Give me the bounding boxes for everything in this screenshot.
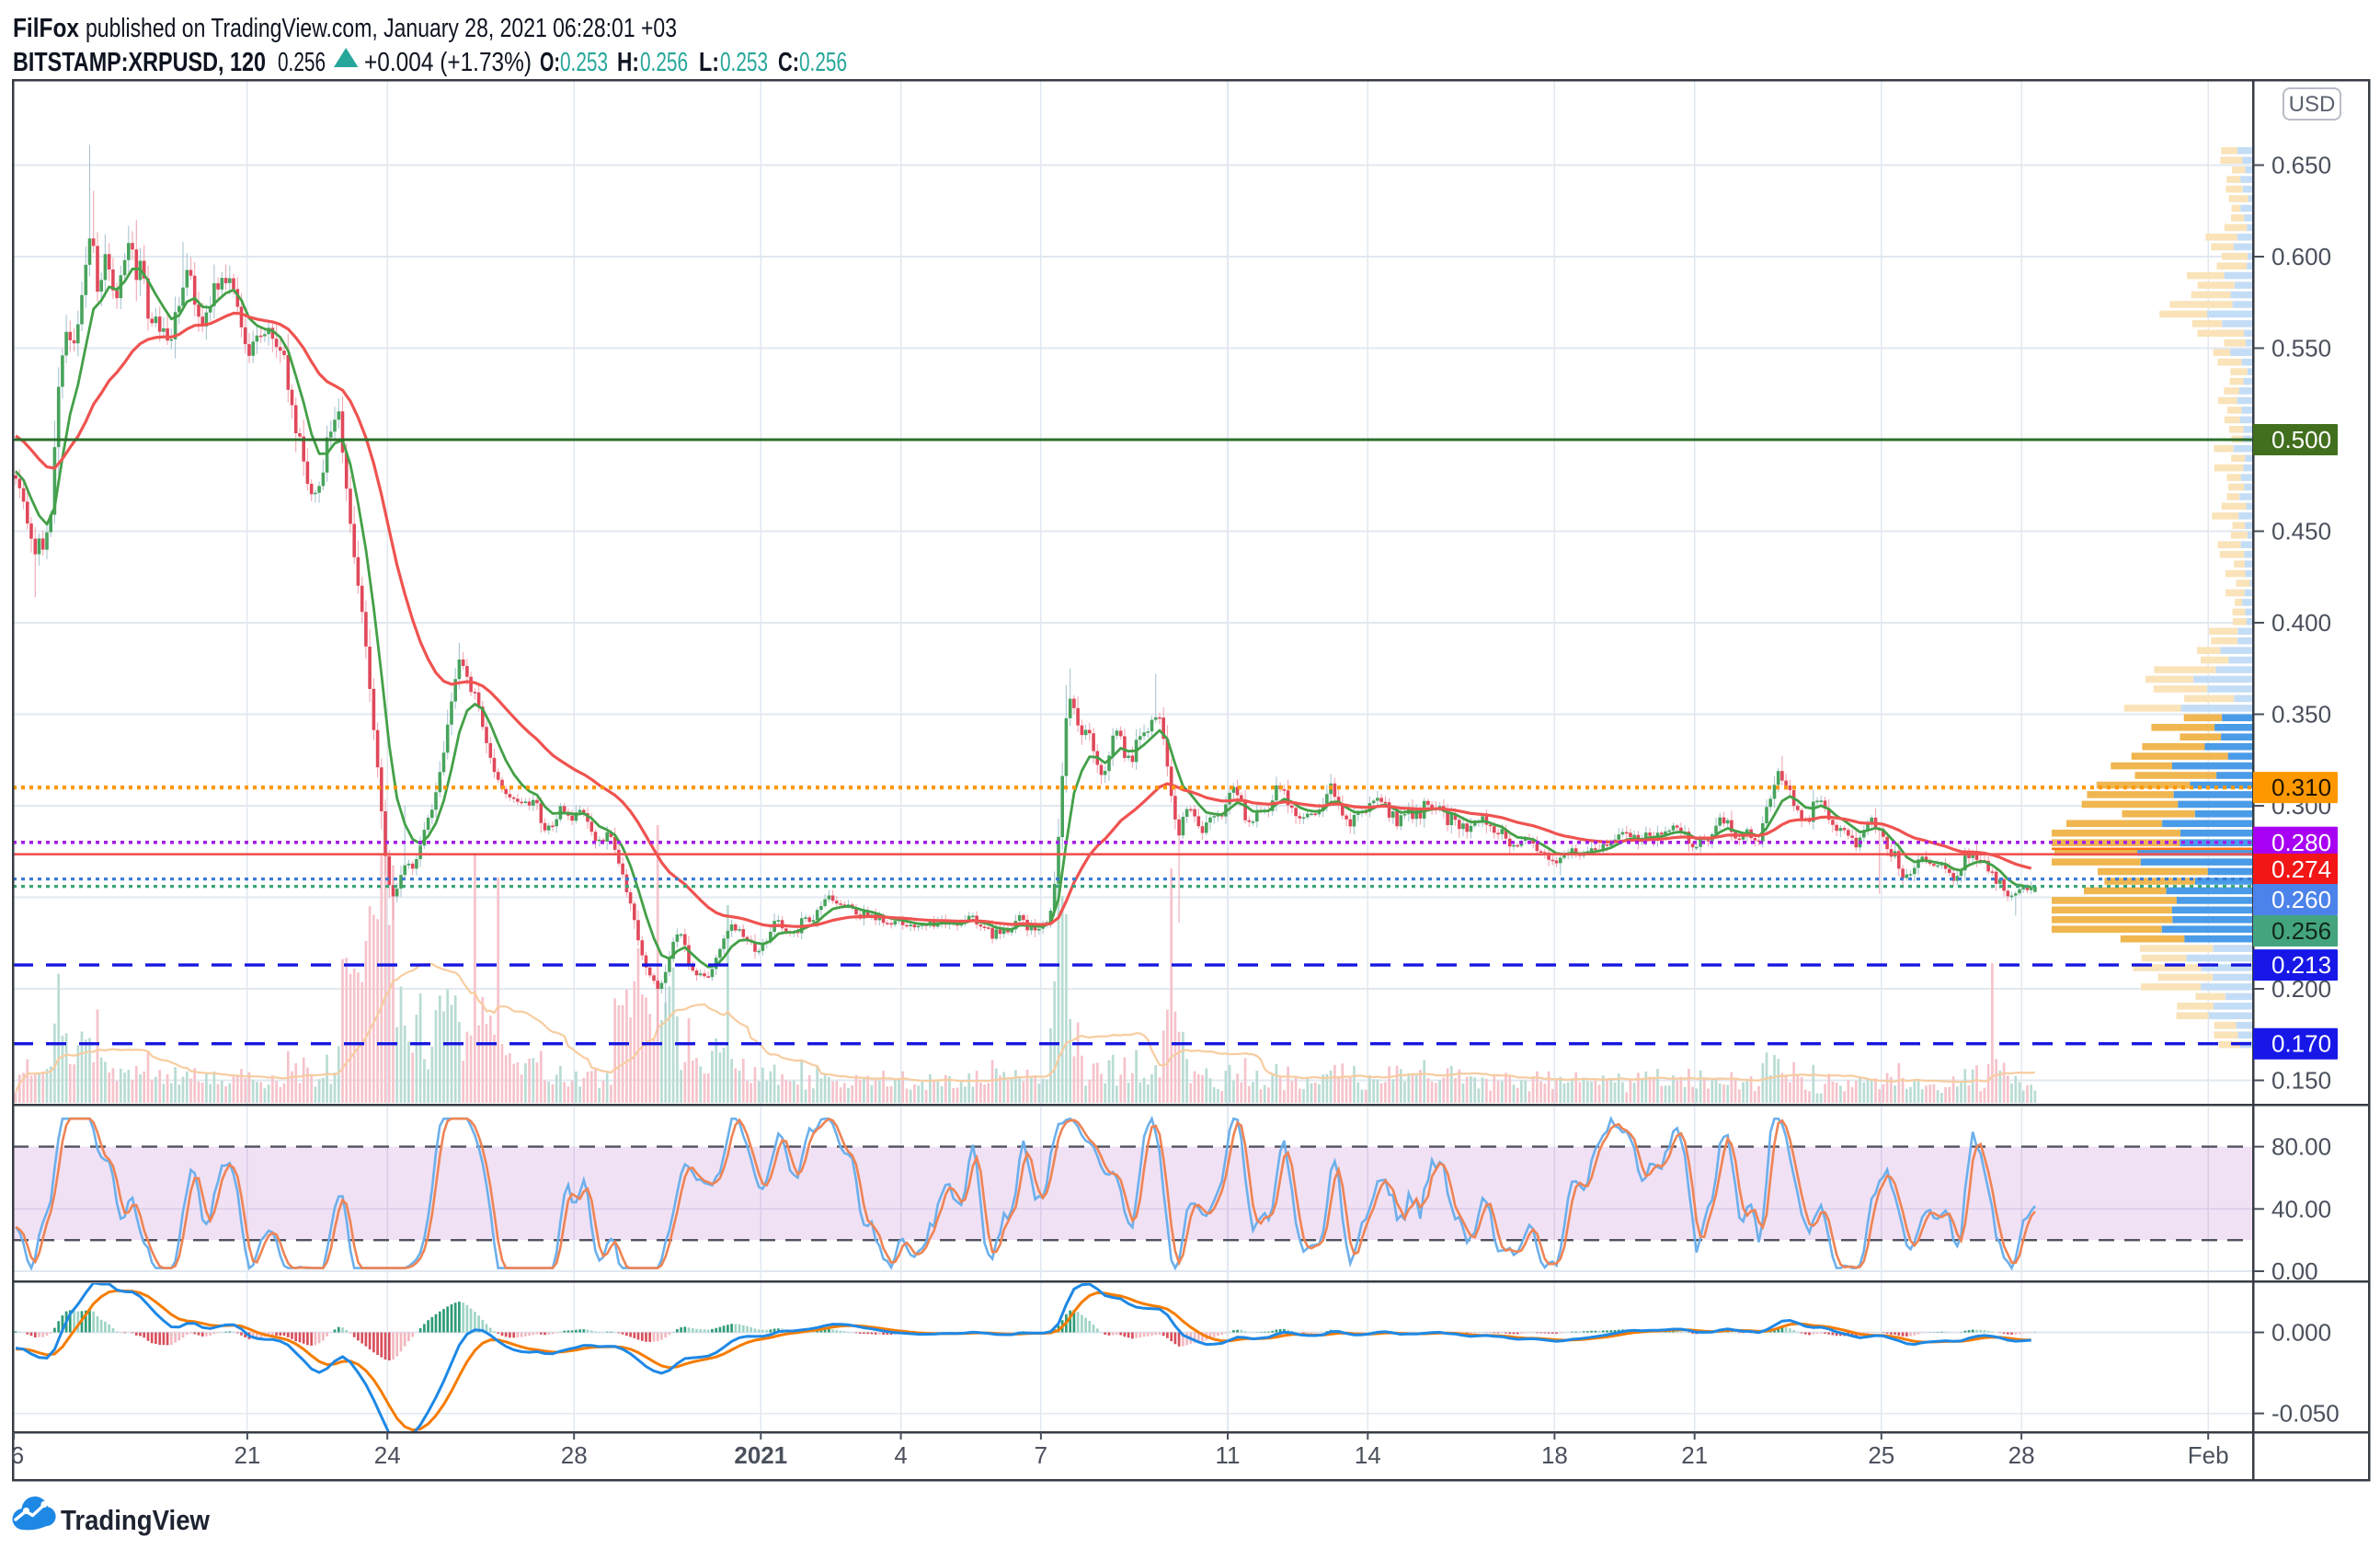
- svg-text:0.260: 0.260: [2271, 886, 2331, 913]
- svg-text:0.256: 0.256: [2271, 917, 2331, 945]
- svg-text:21: 21: [234, 1441, 260, 1469]
- svg-text:+0.004 (+1.73%): +0.004 (+1.73%): [364, 48, 532, 77]
- svg-text:L:: L:: [699, 48, 719, 77]
- svg-text:FilFox: FilFox: [13, 14, 79, 43]
- svg-text:0.170: 0.170: [2271, 1030, 2331, 1058]
- svg-text:0.274: 0.274: [2271, 855, 2331, 883]
- svg-text:published on TradingView.com,: published on TradingView.com, January 28…: [86, 14, 677, 43]
- svg-text:0.280: 0.280: [2271, 829, 2331, 856]
- svg-text:0.450: 0.450: [2271, 518, 2331, 545]
- svg-text:0.253: 0.253: [720, 48, 768, 77]
- svg-text:0.350: 0.350: [2271, 701, 2331, 729]
- svg-text:-0.050: -0.050: [2271, 1400, 2340, 1428]
- svg-text:0.256: 0.256: [640, 48, 688, 77]
- svg-text:0.400: 0.400: [2271, 609, 2331, 637]
- svg-text:0.150: 0.150: [2271, 1067, 2331, 1095]
- svg-text:40.00: 40.00: [2271, 1195, 2331, 1222]
- svg-text:BITSTAMP:XRPUSD, 120: BITSTAMP:XRPUSD, 120: [13, 48, 266, 77]
- svg-text:0.500: 0.500: [2271, 426, 2331, 453]
- svg-text:14: 14: [1355, 1441, 1381, 1469]
- svg-text:6: 6: [11, 1441, 24, 1469]
- svg-text:0.310: 0.310: [2271, 774, 2331, 801]
- svg-text:0.600: 0.600: [2271, 243, 2331, 270]
- svg-text:C:: C:: [778, 48, 799, 77]
- svg-text:O:: O:: [540, 48, 560, 77]
- svg-text:0.000: 0.000: [2271, 1319, 2331, 1347]
- svg-text:21: 21: [1681, 1441, 1708, 1469]
- svg-text:0.213: 0.213: [2271, 951, 2331, 979]
- svg-text:18: 18: [1541, 1441, 1568, 1469]
- svg-text:TradingView: TradingView: [61, 1504, 211, 1536]
- svg-text:Feb: Feb: [2188, 1441, 2229, 1469]
- svg-text:H:: H:: [617, 48, 639, 77]
- svg-text:7: 7: [1035, 1441, 1047, 1469]
- svg-text:4: 4: [894, 1441, 907, 1469]
- svg-text:0.256: 0.256: [799, 48, 847, 77]
- svg-text:0.253: 0.253: [560, 48, 608, 77]
- svg-text:28: 28: [2008, 1441, 2035, 1469]
- svg-text:USD: USD: [2289, 92, 2336, 117]
- svg-text:2021: 2021: [734, 1441, 787, 1469]
- svg-text:80.00: 80.00: [2271, 1133, 2331, 1161]
- svg-text:24: 24: [374, 1441, 401, 1469]
- svg-text:25: 25: [1868, 1441, 1894, 1469]
- svg-text:0.00: 0.00: [2271, 1257, 2318, 1285]
- svg-text:0.650: 0.650: [2271, 152, 2331, 179]
- svg-text:0.550: 0.550: [2271, 335, 2331, 362]
- svg-text:28: 28: [561, 1441, 588, 1469]
- svg-text:11: 11: [1216, 1441, 1241, 1469]
- svg-text:0.256: 0.256: [278, 48, 326, 77]
